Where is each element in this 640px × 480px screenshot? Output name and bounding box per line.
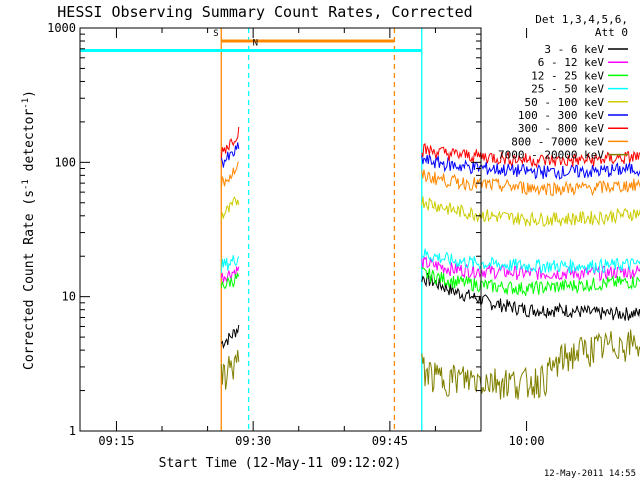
chart-title: HESSI Observing Summary Count Rates, Cor…	[57, 3, 472, 21]
legend-label-2: 12 - 25 keV	[531, 69, 604, 82]
legend-label-0: 3 - 6 keV	[544, 43, 604, 56]
legend-label-1: 6 - 12 keV	[538, 56, 605, 69]
series-line-3-b	[421, 248, 640, 275]
x-tick-label-2: 09:45	[372, 434, 408, 448]
x-tick-label-3: 10:00	[509, 434, 545, 448]
legend-header-line-1: Det 1,3,4,5,6,	[535, 13, 628, 26]
series-line-7-b	[421, 169, 640, 197]
series-line-4-b	[421, 196, 640, 227]
state-bar-label-0: S	[213, 29, 218, 39]
series-line-0-a	[220, 324, 240, 350]
legend-label-4: 50 - 100 keV	[525, 96, 605, 109]
series-line-6-a	[220, 126, 240, 158]
legend-label-7: 800 - 7000 keV	[511, 135, 604, 148]
series-line-4-a	[220, 196, 240, 221]
series-6	[220, 126, 640, 169]
series-line-1-a	[220, 266, 240, 283]
plot-area: SN	[80, 28, 640, 431]
x-tick-label-1: 09:30	[235, 434, 271, 448]
series-7	[220, 161, 640, 197]
series-line-5-a	[220, 142, 240, 168]
y-axis-label: Corrected Count Rate (s-1 detector-1)	[21, 90, 37, 370]
series-line-5-b	[421, 154, 640, 180]
x-tick-label-0: 09:15	[98, 434, 134, 448]
legend-label-3: 25 - 50 keV	[531, 83, 604, 96]
plot-frame	[79, 27, 482, 432]
series-line-8-b	[421, 329, 640, 400]
series-line-2-a	[220, 271, 240, 289]
y-tick-label-0: 1	[69, 424, 76, 438]
legend-label-8: 7000 - 20000 keV	[498, 149, 604, 162]
series-line-0-b	[421, 272, 640, 321]
legend-label-5: 100 - 300 keV	[518, 109, 604, 122]
series-line-2-b	[421, 266, 640, 296]
timestamp: 12-May-2011 14:55	[544, 469, 636, 479]
series-line-6-b	[421, 142, 640, 169]
state-bar-label-1: N	[253, 38, 258, 48]
series-5	[220, 142, 640, 180]
y-axis: 1 10 100 1000	[47, 21, 481, 438]
series-2	[220, 266, 640, 296]
series-8	[220, 329, 640, 400]
series-line-3-a	[220, 255, 240, 273]
series-line-8-a	[220, 350, 240, 390]
series-3	[220, 248, 640, 275]
series-4	[220, 196, 640, 227]
x-axis-label: Start Time (12-May-11 09:12:02)	[159, 456, 402, 471]
series-line-1-b	[421, 254, 640, 282]
y-tick-label-3: 1000	[47, 21, 76, 35]
y-tick-label-2: 100	[54, 155, 76, 169]
y-tick-label-1: 10	[62, 290, 76, 304]
series-line-7-a	[220, 161, 240, 189]
legend-label-6: 300 - 800 keV	[518, 122, 604, 135]
series-0	[220, 272, 640, 350]
legend-header-line-2: Att 0	[595, 26, 628, 39]
